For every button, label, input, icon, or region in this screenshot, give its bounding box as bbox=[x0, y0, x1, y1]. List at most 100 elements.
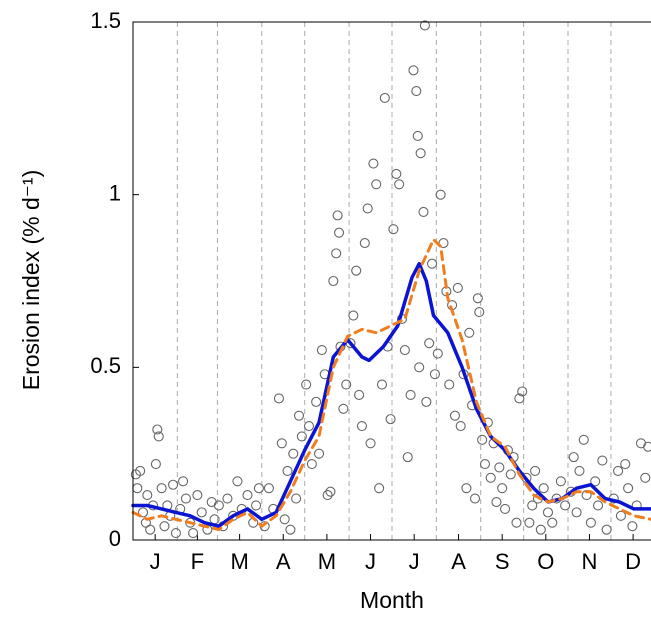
point bbox=[159, 521, 170, 532]
point bbox=[222, 493, 233, 504]
point bbox=[303, 420, 315, 432]
plot-frame bbox=[132, 21, 651, 541]
point bbox=[152, 424, 163, 435]
point bbox=[331, 248, 342, 259]
x-tick-label: J bbox=[365, 549, 376, 574]
point bbox=[452, 282, 463, 293]
point bbox=[485, 472, 496, 483]
point bbox=[627, 521, 638, 532]
x-tick-label: M bbox=[230, 549, 248, 574]
point bbox=[405, 389, 416, 401]
point bbox=[568, 452, 579, 463]
point bbox=[477, 434, 488, 445]
point bbox=[365, 438, 376, 449]
point bbox=[399, 345, 410, 356]
point bbox=[170, 528, 181, 539]
y-tick-label: 1 bbox=[109, 180, 121, 205]
point bbox=[168, 479, 179, 490]
point bbox=[388, 224, 399, 235]
y-tick-label: 0 bbox=[109, 526, 121, 551]
point bbox=[288, 448, 299, 459]
point bbox=[444, 379, 455, 390]
point bbox=[196, 507, 207, 518]
point bbox=[178, 476, 189, 487]
point bbox=[505, 469, 516, 480]
y-tick-label: 0.5 bbox=[90, 353, 121, 378]
point bbox=[232, 476, 243, 487]
point bbox=[359, 237, 370, 249]
point bbox=[385, 414, 396, 425]
point bbox=[341, 379, 352, 390]
point bbox=[356, 420, 368, 432]
point bbox=[472, 293, 483, 304]
point bbox=[421, 396, 432, 407]
point bbox=[316, 345, 327, 356]
point bbox=[494, 462, 505, 473]
point bbox=[192, 490, 203, 501]
point bbox=[306, 458, 317, 470]
point bbox=[137, 507, 149, 518]
point bbox=[530, 465, 541, 476]
point bbox=[511, 517, 522, 528]
point bbox=[419, 20, 430, 31]
point bbox=[311, 396, 322, 407]
point bbox=[408, 65, 419, 76]
point bbox=[351, 265, 362, 276]
point bbox=[574, 465, 585, 476]
x-tick-label: A bbox=[276, 549, 291, 574]
y-tick-label: 1.5 bbox=[90, 8, 121, 33]
point bbox=[391, 168, 402, 179]
point bbox=[414, 362, 425, 373]
point bbox=[291, 493, 302, 504]
point bbox=[279, 514, 290, 525]
point bbox=[479, 458, 491, 470]
point bbox=[325, 486, 336, 497]
point bbox=[418, 206, 429, 217]
point bbox=[242, 490, 253, 501]
point bbox=[293, 410, 305, 421]
point bbox=[412, 130, 423, 142]
point bbox=[135, 465, 146, 476]
x-axis-title: Month bbox=[360, 587, 424, 613]
point bbox=[455, 420, 466, 432]
point bbox=[593, 500, 604, 511]
point bbox=[620, 458, 631, 470]
point bbox=[376, 379, 388, 390]
point bbox=[427, 258, 438, 269]
point bbox=[253, 483, 264, 494]
point bbox=[590, 476, 601, 487]
x-tick-label: M bbox=[318, 549, 336, 574]
point bbox=[251, 500, 262, 511]
point bbox=[542, 507, 554, 518]
point bbox=[643, 441, 651, 452]
point bbox=[368, 158, 379, 169]
point bbox=[524, 517, 535, 528]
x-tick-label: A bbox=[451, 549, 466, 574]
point bbox=[328, 275, 339, 287]
point bbox=[213, 500, 224, 511]
point bbox=[585, 517, 596, 528]
point bbox=[613, 465, 624, 476]
x-tick-label: F bbox=[191, 549, 204, 574]
point bbox=[429, 369, 440, 380]
point bbox=[348, 310, 359, 321]
point bbox=[145, 524, 156, 535]
point bbox=[449, 410, 461, 421]
point bbox=[474, 307, 485, 318]
point bbox=[435, 189, 446, 200]
point bbox=[535, 524, 546, 535]
x-tick-label: D bbox=[625, 549, 641, 574]
x-tick-label: J bbox=[150, 549, 161, 574]
point bbox=[491, 496, 502, 508]
point bbox=[560, 500, 571, 511]
point bbox=[334, 227, 345, 238]
point bbox=[640, 472, 651, 483]
point bbox=[394, 179, 405, 190]
point bbox=[578, 434, 589, 445]
point bbox=[282, 465, 293, 476]
point bbox=[601, 524, 612, 535]
point bbox=[469, 493, 481, 504]
point bbox=[514, 393, 525, 404]
